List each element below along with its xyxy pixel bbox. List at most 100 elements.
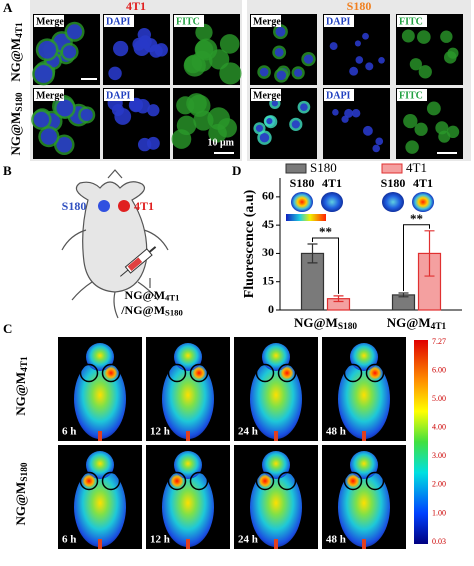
cell-dapi (56, 136, 73, 153)
mouse-tail (362, 539, 366, 549)
cell-dapi (40, 128, 57, 145)
significance-bracket (403, 224, 430, 292)
significance-label: ** (410, 211, 423, 226)
error-bar (424, 230, 435, 277)
inset-heatmap (291, 192, 313, 212)
cell-dapi (354, 40, 361, 47)
cell-dapi (255, 124, 264, 132)
error-bar (333, 295, 344, 303)
cell-dapi (133, 39, 151, 56)
cell-dapi (34, 65, 53, 83)
tile-label: DAPI (326, 16, 351, 27)
cell-dapi (266, 118, 273, 125)
cell-dapi (259, 132, 270, 143)
roi (343, 471, 363, 491)
row-label: NG@M4T1 (8, 22, 25, 82)
colorbar-tick-label: 5.00 (432, 394, 446, 403)
cell-dapi (351, 109, 361, 118)
roi (167, 363, 187, 383)
cell-dapi (300, 103, 308, 111)
cell-fitc (219, 62, 242, 85)
y-tick-label: 0 (268, 302, 274, 316)
colorbar-tick-label: 2.00 (432, 480, 446, 489)
significance-label: ** (319, 224, 332, 239)
colorbar-tick-label: 3.00 (432, 451, 446, 460)
tumor-signal (346, 474, 360, 488)
cell-dapi (275, 26, 286, 37)
cell-fitc (183, 54, 206, 77)
tile-label-bg (34, 89, 64, 101)
error-bar (307, 243, 318, 264)
cell-dapi (259, 67, 269, 77)
cell-dapi (56, 99, 74, 117)
tumor-signal (170, 474, 184, 488)
error-bar (398, 292, 409, 298)
tumor-signal (82, 474, 96, 488)
tile-label-bg (397, 89, 427, 101)
tile-label-bg (34, 15, 64, 27)
tumor-signal (104, 366, 118, 380)
row-label: NG@MS180 (13, 462, 30, 525)
cell-dapi (372, 144, 380, 153)
cell-dapi (80, 108, 93, 122)
cell-dapi (149, 44, 163, 58)
cell-fitc (435, 121, 449, 135)
roi (79, 471, 99, 491)
colorbar-tick-label: 6.00 (432, 365, 446, 374)
mouse-head (86, 451, 114, 479)
roi (189, 471, 209, 491)
cell-fitc (186, 93, 207, 114)
cell-fitc (417, 30, 431, 44)
tile-label: FITC (176, 16, 200, 27)
cell-dapi (332, 109, 339, 116)
column-header: 4T1 (126, 0, 146, 13)
cell-dapi (67, 24, 83, 40)
cell-dapi (329, 42, 338, 51)
cell-fitc (219, 34, 240, 54)
y-axis-label: Fluorescence (a.u) (242, 189, 257, 298)
cell-dapi (303, 54, 314, 64)
tile-label-bg (174, 15, 204, 27)
time-label: 6 h (62, 426, 76, 438)
tile-label-bg (251, 15, 281, 27)
colorbar-tick-label: 1.00 (432, 508, 446, 517)
cell-fitc (403, 113, 418, 129)
cell-dapi (355, 56, 364, 64)
cell-fitc (194, 40, 214, 59)
panel-letter: D (232, 163, 241, 178)
cell-dapi (378, 56, 385, 64)
colorbar (414, 340, 428, 544)
cell-dapi (112, 40, 129, 57)
cell-fitc (401, 29, 415, 43)
inset-label: 4T1 (413, 176, 433, 190)
time-label: 12 h (150, 534, 170, 546)
scale-bar-label: 10 μm (208, 137, 235, 148)
significance-bracket (312, 237, 339, 294)
mouse-head (350, 343, 378, 371)
roi (255, 363, 275, 383)
tumor-signal (280, 366, 294, 380)
cell-fitc (426, 101, 441, 116)
x-tick-label: NG@M4T1 (387, 315, 447, 332)
inset-colorbar (286, 214, 326, 221)
cell-dapi (137, 27, 151, 42)
cell-fitc (409, 58, 422, 71)
roi (365, 363, 385, 383)
inset-label: S180 (290, 176, 315, 190)
roi (365, 471, 385, 491)
cell-fitc (193, 110, 214, 131)
cell-dapi (375, 137, 384, 146)
tile-label: Merge (253, 16, 281, 27)
tile-label: Merge (36, 90, 64, 101)
injection-label: /NG@MS180 (120, 303, 183, 318)
cell-dapi (33, 111, 50, 128)
mouse-tail (98, 539, 102, 549)
legend-swatch (381, 163, 403, 174)
tile-label: FITC (399, 90, 423, 101)
cell-fitc (418, 65, 432, 79)
time-label: 12 h (150, 426, 170, 438)
roi (255, 471, 275, 491)
mouse-head (350, 451, 378, 479)
tile-label-bg (397, 15, 427, 27)
mouse-head (174, 343, 202, 371)
